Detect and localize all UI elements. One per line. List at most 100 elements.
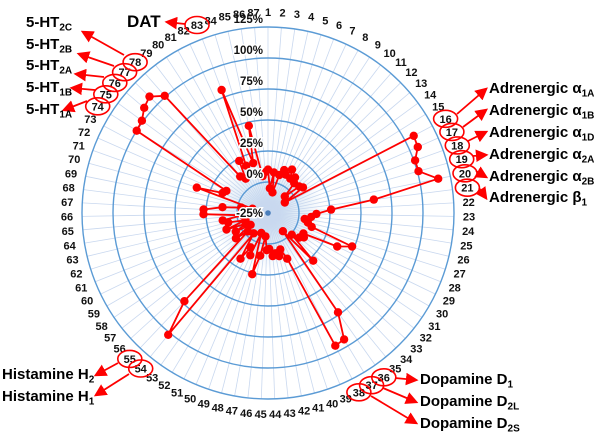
data-point bbox=[218, 203, 227, 212]
data-point bbox=[160, 91, 169, 101]
data-point bbox=[222, 186, 231, 196]
spoke-number-label: 41 bbox=[312, 403, 324, 415]
data-point bbox=[241, 161, 251, 170]
spoke-number-label: 64 bbox=[63, 241, 76, 253]
data-point bbox=[222, 225, 231, 234]
circled-spoke-number bbox=[358, 375, 385, 395]
spoke-number-label: 74 bbox=[92, 101, 105, 113]
spoke-number-label: 25 bbox=[460, 241, 472, 253]
data-point bbox=[257, 228, 266, 238]
data-point bbox=[246, 251, 255, 260]
spoke-number-label: 33 bbox=[410, 344, 422, 356]
callout-label-dop-d2s: Dopamine D2S bbox=[420, 415, 520, 432]
data-point bbox=[409, 131, 418, 140]
spoke-number-label: 69 bbox=[65, 168, 77, 180]
spoke-number-label: 79 bbox=[140, 48, 152, 60]
grid-ring bbox=[81, 26, 455, 400]
spoke-number-label: 51 bbox=[171, 387, 183, 399]
spoke-number-label: 31 bbox=[428, 321, 440, 333]
data-point bbox=[243, 227, 253, 236]
callout-arrow-5ht1a bbox=[61, 100, 88, 113]
spoke-number-label: 68 bbox=[62, 183, 74, 195]
data-point bbox=[132, 126, 141, 135]
spoke-number-label: 87 bbox=[247, 8, 259, 20]
data-point bbox=[256, 251, 265, 260]
data-point bbox=[235, 156, 244, 166]
spoke-number-label: 39 bbox=[340, 393, 352, 405]
spoke-number-label: 73 bbox=[84, 114, 96, 126]
data-point bbox=[434, 174, 443, 183]
data-point bbox=[217, 85, 226, 95]
callout-label-5ht2b: 5-HT2B bbox=[26, 36, 72, 56]
spoke-number-label: 24 bbox=[462, 226, 475, 238]
data-point bbox=[180, 297, 189, 306]
data-point bbox=[248, 270, 257, 279]
grid-ring bbox=[174, 119, 362, 307]
spoke-number-label: 10 bbox=[383, 48, 395, 60]
spoke-number-label: 57 bbox=[104, 333, 116, 345]
spoke-number-label: 48 bbox=[212, 403, 224, 415]
grid-ring bbox=[112, 57, 424, 369]
data-point bbox=[369, 195, 378, 204]
callout-label-dop-d2l: Dopamine D2L bbox=[420, 393, 519, 413]
data-point bbox=[137, 116, 147, 125]
data-point bbox=[413, 142, 422, 152]
data-point bbox=[199, 205, 208, 214]
center-dot bbox=[265, 210, 271, 216]
data-point bbox=[231, 234, 241, 243]
spoke-number-label: 66 bbox=[61, 212, 73, 224]
spoke-number-label: 83 bbox=[191, 20, 203, 32]
data-point bbox=[246, 243, 255, 252]
spoke-number-label: 23 bbox=[463, 212, 475, 224]
spoke-number-label: 3 bbox=[294, 9, 300, 21]
spoke-number-label: 20 bbox=[459, 168, 471, 180]
spoke-number-label: 26 bbox=[457, 255, 469, 267]
spoke-number-label: 11 bbox=[395, 57, 407, 69]
spoke-number-label: 52 bbox=[158, 380, 170, 392]
spoke-number-label: 19 bbox=[456, 154, 468, 166]
callout-label-dat: DAT bbox=[127, 12, 161, 31]
callout-arrow-adr-a1a bbox=[456, 87, 488, 115]
data-point bbox=[237, 203, 246, 212]
data-point bbox=[333, 308, 343, 317]
spoke-number-label: 30 bbox=[436, 309, 448, 321]
spoke-number-label: 59 bbox=[88, 309, 100, 321]
callout-label-his-h1: Histamine H1 bbox=[2, 388, 95, 408]
data-point bbox=[298, 183, 308, 192]
circled-spoke-number bbox=[93, 85, 119, 104]
radial-tick-label: 50% bbox=[240, 107, 263, 119]
data-point bbox=[218, 216, 227, 225]
circled-spoke-number bbox=[346, 382, 372, 402]
spoke-number-label: 35 bbox=[389, 364, 401, 376]
callout-arrow-5ht2a bbox=[73, 68, 105, 82]
callout-label-adr-a2b: Adrenergic α2B bbox=[489, 168, 594, 188]
data-point bbox=[307, 222, 316, 232]
callout-arrow-dop-d2l bbox=[382, 387, 419, 404]
radial-tick-labels: -25% 0% 25% 50% 75% 100% 125% bbox=[232, 13, 264, 222]
spoke-number-label: 84 bbox=[205, 15, 218, 27]
radial-tick-label: -25% bbox=[236, 208, 263, 220]
radial-tick-label: 25% bbox=[240, 138, 263, 150]
callout-label-5ht1b: 5-HT1B bbox=[26, 79, 72, 99]
spoke-number-label: 13 bbox=[415, 78, 427, 90]
spoke-number-label: 58 bbox=[95, 321, 107, 333]
spoke-number-label: 5 bbox=[322, 15, 328, 27]
callout-arrow-his-h1 bbox=[93, 373, 130, 397]
callout-arrow-adr-b1 bbox=[475, 186, 488, 201]
callout-label-his-h2: Histamine H2 bbox=[2, 366, 95, 386]
data-point bbox=[192, 183, 201, 192]
circled-spoke-number bbox=[448, 149, 475, 169]
spoke-number-label: 62 bbox=[70, 269, 82, 281]
callout-label-5ht2a: 5-HT2A bbox=[26, 57, 72, 77]
callout-label-adr-a1a: Adrenergic α1A bbox=[489, 80, 594, 100]
circled-spoke-number bbox=[117, 349, 143, 369]
data-point bbox=[237, 211, 247, 220]
callout-arrow-dop-d1 bbox=[394, 372, 419, 386]
spoke-number-label: 71 bbox=[73, 140, 85, 152]
spoke-number-label: 50 bbox=[184, 393, 196, 405]
data-point bbox=[280, 192, 289, 201]
circled-spoke-number bbox=[111, 62, 138, 82]
data-point bbox=[248, 204, 257, 213]
spoke-number-label: 28 bbox=[449, 282, 461, 294]
